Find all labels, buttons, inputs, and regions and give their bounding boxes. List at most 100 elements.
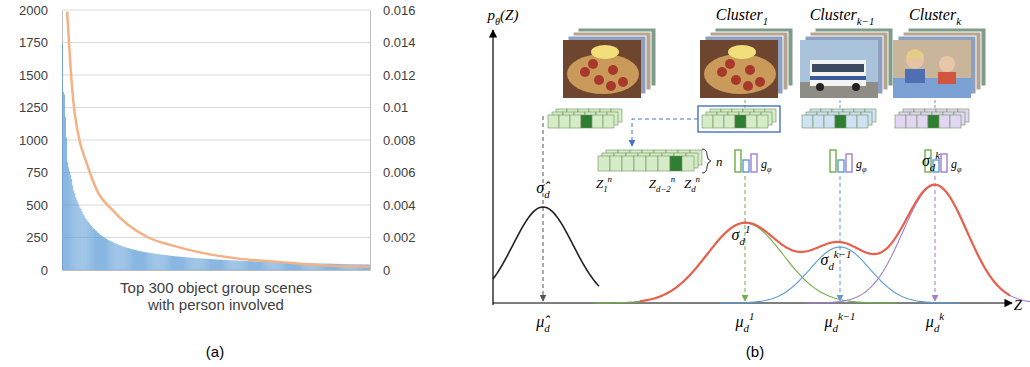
y-tick: 1000 [19,133,62,148]
text-base: μ [735,313,744,331]
text-base: Cluster [909,6,957,23]
tick-label: 0.016 [383,3,416,18]
bar [251,261,253,270]
bar [194,258,196,270]
bar [276,262,278,270]
text-base: μ [925,313,934,331]
tick-label: 0.006 [383,165,416,180]
image-front [700,40,778,98]
bar [62,44,63,270]
feature-cell [548,115,559,128]
bar [73,191,75,270]
bar [258,262,260,270]
bar [141,251,143,270]
bar [107,239,109,270]
bar [113,243,115,270]
bar [83,215,85,270]
bar [84,218,86,270]
bar [256,261,258,270]
bar [254,261,256,270]
mapping-bar [751,154,757,172]
feature-cell [928,115,939,128]
text-sub: φ [767,165,772,174]
bar [214,259,216,270]
bar [151,253,153,270]
feature-cell [634,156,646,171]
bar [164,255,166,270]
feature-cell [581,115,592,128]
feature-cell [610,156,622,171]
bar [209,259,211,270]
bar [137,251,139,271]
bar [280,262,282,270]
bar [116,244,118,270]
bar [76,200,78,270]
y-tick: 1500 [19,68,62,83]
bar [274,262,276,270]
text-sup: n [608,174,613,184]
bar-series [62,44,370,270]
bar [266,262,268,270]
sigma-label: σd1 [732,223,751,247]
tick-label: 0 [383,263,390,278]
bar [205,259,207,270]
y2-tick: 0 [370,263,390,278]
feature-cell [824,115,835,128]
y-tick: 250 [26,230,62,245]
bar [170,256,172,270]
grid-line [62,75,370,76]
bar [157,254,159,270]
y-tick: 750 [26,165,62,180]
bar [119,245,121,270]
text-sup: 1 [749,310,754,322]
bar [238,261,240,270]
bar [174,256,176,270]
bar [143,252,145,270]
text-sup: k−1 [834,248,852,260]
bar [91,227,93,270]
text-sub: d−2 [656,184,671,194]
bar [191,258,193,270]
text-sub: k−1 [857,15,875,27]
bar [177,256,179,270]
text-sup: k [935,149,940,161]
feature-label: Z1n [596,174,613,194]
bar [150,253,152,270]
bar [255,261,257,270]
cluster-label: Clusterk−1 [810,6,875,27]
panel-a: 02505007501000125015001750200000.0020.00… [19,3,415,360]
y-axis-label: pθ(Z) [487,7,519,27]
mu-label: μd1 [735,310,755,334]
bar [120,246,122,270]
feature-cell [682,156,694,171]
grid-line [62,107,370,108]
bar [82,214,84,270]
bar [89,225,91,271]
bar [176,256,178,270]
global-gaussian [493,207,599,286]
axis-line [63,270,371,271]
bar [160,255,162,270]
global-mu-label: μ̂d [535,313,550,334]
tick-label: 2000 [19,3,48,18]
y2-tick: 0.016 [370,3,416,18]
bar [275,262,277,270]
y2-tick: 0.006 [370,165,416,180]
bar [271,262,273,270]
bar [154,254,156,270]
bar [158,254,160,270]
bar [181,257,183,270]
bar [142,252,144,270]
bar [281,262,283,270]
text-sub: d [832,322,838,334]
mu-label: μdk [925,310,944,334]
bar [212,259,214,270]
mapping-bar [735,150,741,172]
bar [180,257,182,270]
bar [87,222,89,270]
mapping-bar [838,160,844,172]
bar [268,262,270,270]
feature-cell [906,115,917,128]
bar [165,255,167,270]
tick-label: 0.012 [383,68,416,83]
